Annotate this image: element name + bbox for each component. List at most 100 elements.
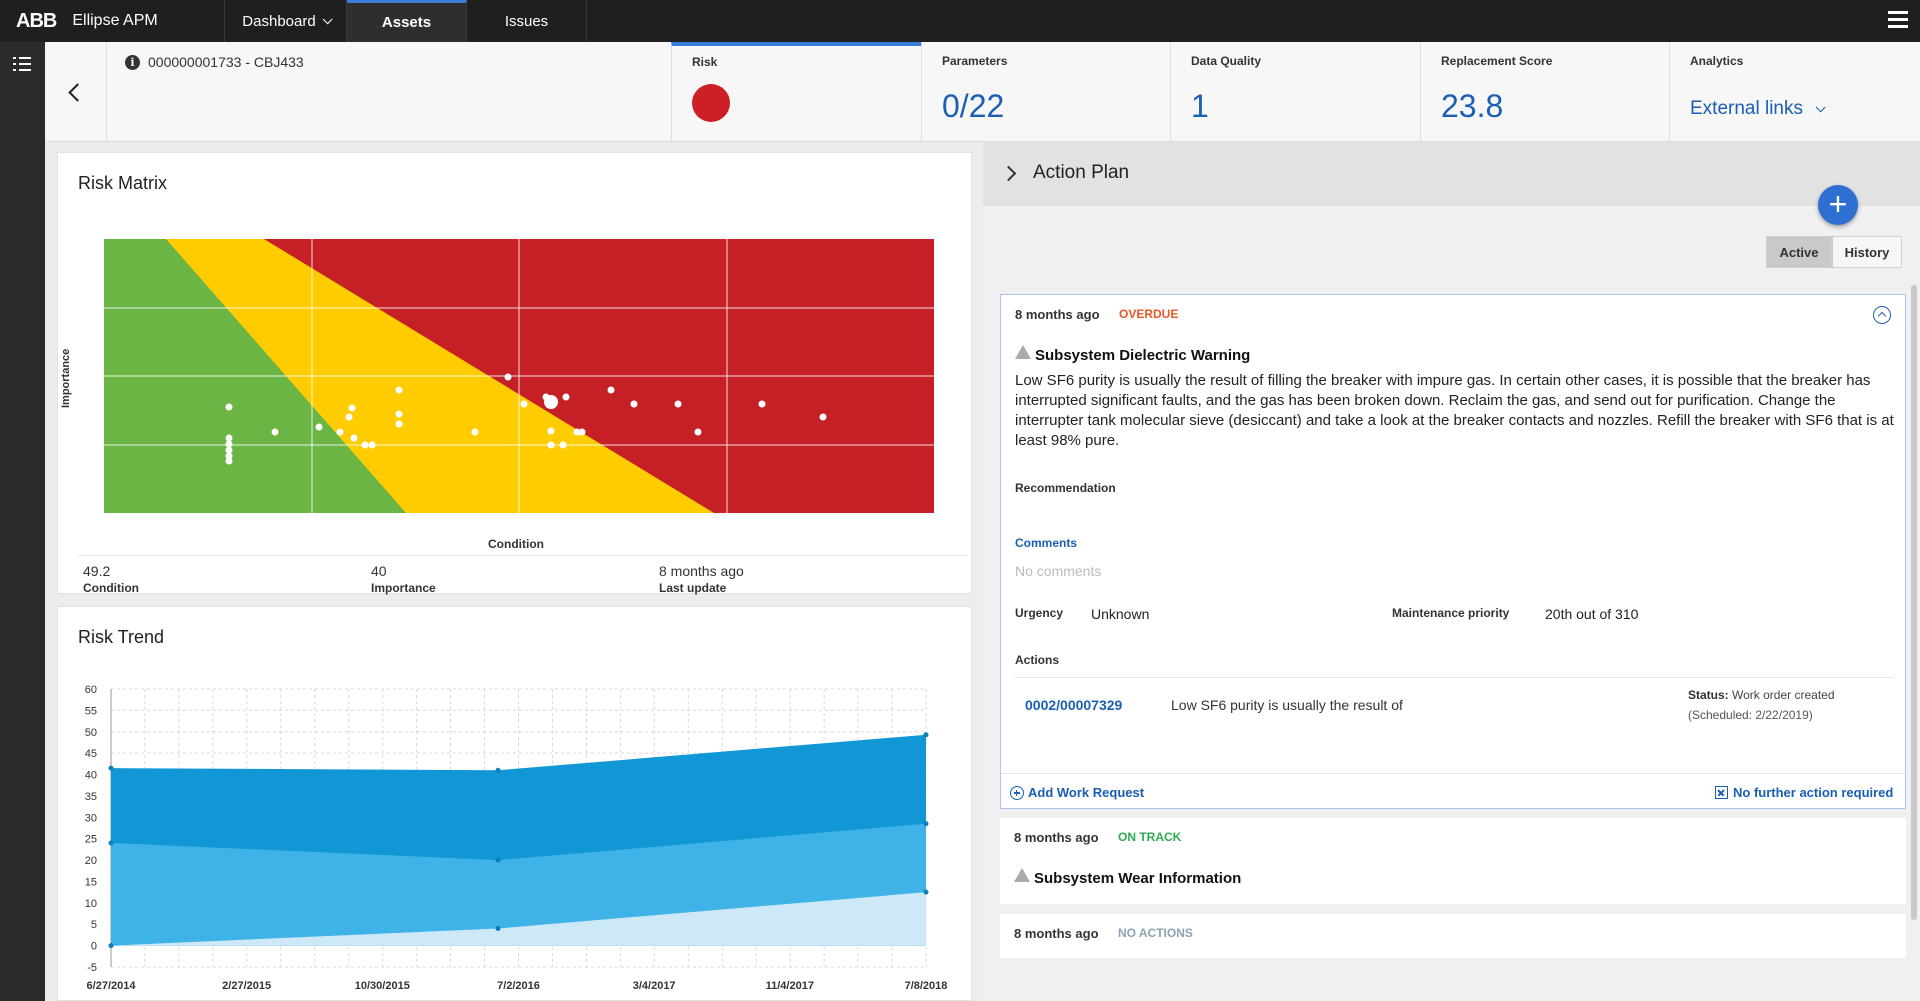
kpi-replacement-score-label: Replacement Score (1441, 54, 1553, 68)
rm-point (348, 404, 356, 412)
abb-logo: ABB (16, 9, 57, 32)
y-tick-label: 15 (85, 876, 97, 888)
y-tick-label: 55 (85, 705, 97, 717)
rm-point (578, 428, 586, 436)
no-further-action-button[interactable]: No further action required (1715, 785, 1893, 800)
work-order-scheduled: (Scheduled: 2/22/2019) (1688, 708, 1813, 722)
issue-card[interactable]: 8 months ago ON TRACK Subsystem Wear Inf… (1000, 818, 1906, 904)
kpi-parameters-value: 0/22 (942, 88, 1005, 124)
rm-point (520, 400, 528, 408)
add-work-request-label: Add Work Request (1028, 785, 1145, 800)
work-order-status-label: Status: (1688, 688, 1729, 702)
warning-icon (1015, 345, 1031, 359)
y-tick-label: 50 (85, 727, 97, 739)
rm-point (225, 403, 233, 411)
rm-point (225, 452, 233, 460)
tab-dashboard[interactable]: Dashboard (225, 0, 347, 42)
rm-point (819, 413, 827, 421)
kpi-data-quality-label: Data Quality (1191, 54, 1262, 68)
issue-title: Subsystem Dielectric Warning (1035, 347, 1251, 364)
rm-point (225, 457, 233, 465)
trend-point (495, 926, 501, 932)
kpi-analytics: Analytics External links (1669, 42, 1920, 142)
work-order-status: Status: Work order created (Scheduled: 2… (1688, 685, 1835, 725)
rm-point (395, 410, 403, 418)
risk-matrix-y-label: Importance (60, 348, 72, 408)
add-work-request-button[interactable]: Add Work Request (1010, 785, 1144, 800)
y-tick-label: 45 (85, 748, 97, 760)
divider (78, 555, 968, 556)
work-order-description: Low SF6 purity is usually the result of (1171, 697, 1403, 713)
tab-issues[interactable]: Issues (467, 0, 587, 42)
priority-value: 20th out of 310 (1545, 606, 1639, 622)
chevron-right-icon[interactable] (1000, 165, 1017, 182)
tab-dashboard-label: Dashboard (242, 12, 316, 30)
rm-point (471, 428, 479, 436)
rm-point (345, 413, 353, 421)
app-title: Ellipse APM (72, 12, 158, 29)
priority-label: Maintenance priority (1392, 606, 1510, 620)
asset-header: i 000000001733 - CBJ433 Risk Parameters … (45, 42, 1920, 142)
comments-label[interactable]: Comments (1015, 536, 1078, 550)
stat-last-update: 8 months ago Last update (659, 563, 744, 595)
issue-time: 8 months ago (1015, 307, 1100, 322)
top-nav: ABB Ellipse APM Dashboard Assets Issues (0, 0, 1920, 42)
info-icon[interactable]: i (125, 54, 140, 70)
y-tick-label: 60 (85, 684, 97, 696)
divider (1015, 677, 1893, 678)
toggle-history[interactable]: History (1832, 236, 1902, 268)
asset-id: i 000000001733 - CBJ433 (125, 54, 304, 70)
y-tick-label: -5 (87, 962, 97, 974)
issue-card[interactable]: 8 months ago NO ACTIONS (1000, 914, 1906, 958)
no-further-action-label: No further action required (1733, 785, 1894, 800)
status-badge: NO ACTIONS (1118, 926, 1193, 940)
no-comments-text: No comments (1015, 563, 1102, 579)
rm-point (395, 386, 403, 394)
risk-matrix-panel: Risk Matrix Importance Condition 49.2 Co… (57, 152, 972, 595)
chevron-down-icon (322, 13, 333, 24)
stat-importance-value: 40 (371, 563, 387, 579)
rm-point (758, 400, 766, 408)
stat-last-update-value: 8 months ago (659, 563, 744, 579)
rm-point (630, 400, 638, 408)
collapse-icon[interactable] (1873, 306, 1891, 324)
x-tick-label: 3/4/2017 (633, 980, 676, 992)
hamburger-menu-icon[interactable] (1888, 11, 1908, 29)
rm-point (395, 420, 403, 428)
external-links-label: External links (1690, 98, 1803, 119)
scrollbar[interactable] (1911, 285, 1917, 920)
y-tick-label: 5 (91, 919, 97, 931)
stat-condition-label: Condition (83, 581, 139, 595)
brand: ABB Ellipse APM (0, 0, 225, 42)
y-tick-label: 35 (85, 791, 97, 803)
back-arrow-icon (68, 83, 87, 102)
external-links-dropdown[interactable]: External links (1690, 98, 1920, 120)
rm-point (559, 441, 567, 449)
add-action-button[interactable]: + (1818, 185, 1858, 225)
asset-id-text: 000000001733 - CBJ433 (148, 54, 304, 70)
rm-point (547, 441, 555, 449)
kpi-replacement-score-value: 23.8 (1441, 88, 1504, 124)
urgency-label: Urgency (1015, 606, 1064, 620)
issue-title: Subsystem Wear Information (1034, 870, 1242, 887)
trend-point (923, 821, 929, 827)
tab-assets[interactable]: Assets (347, 0, 467, 42)
list-icon[interactable] (13, 56, 31, 72)
work-order-link[interactable]: 0002/00007329 (1025, 697, 1123, 713)
risk-trend-title: Risk Trend (78, 627, 165, 647)
toggle-active[interactable]: Active (1766, 236, 1832, 268)
issue-time: 8 months ago (1014, 830, 1099, 845)
risk-matrix-x-label: Condition (488, 537, 544, 551)
rm-point (350, 434, 358, 442)
y-tick-label: 10 (85, 898, 97, 910)
risk-trend-chart: -5 0 5 10 15 20 25 30 35 40 45 50 55 60 6/27/2014 2/27/… (85, 684, 948, 992)
rm-grid (104, 239, 934, 513)
action-plan-title: Action Plan (1033, 162, 1130, 183)
rm-point (694, 428, 702, 436)
rm-point (562, 393, 570, 401)
x-tick-label: 2/27/2015 (222, 980, 271, 992)
rm-point (336, 428, 344, 436)
back-button[interactable] (45, 42, 107, 142)
rm-point (607, 386, 615, 394)
risk-matrix-plot (104, 239, 934, 513)
